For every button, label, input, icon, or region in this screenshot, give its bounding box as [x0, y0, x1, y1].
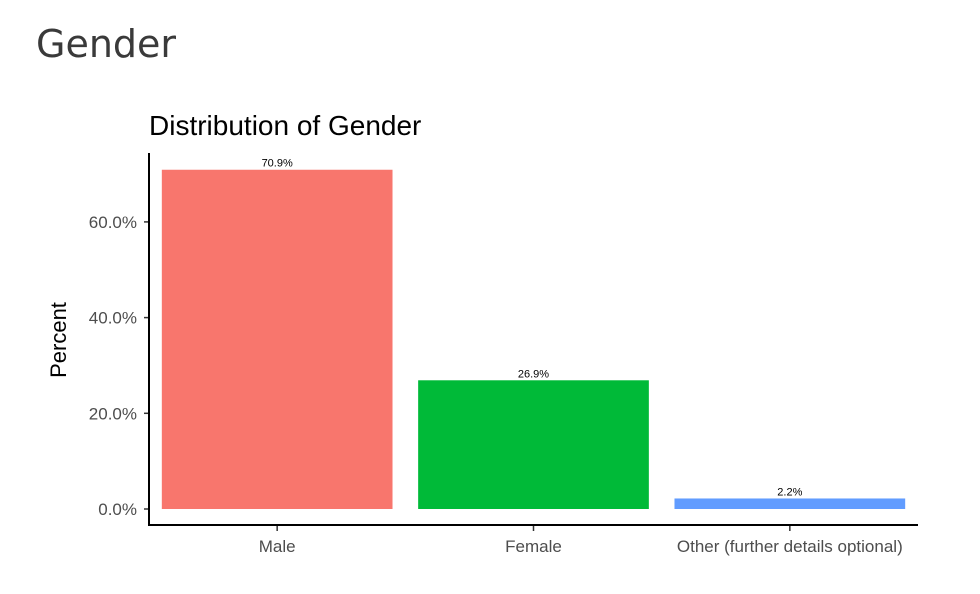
x-tick-label: Other (further details optional)	[677, 537, 903, 556]
bar-female	[418, 380, 649, 509]
y-axis-title: Percent	[46, 302, 71, 378]
data-label: 70.9%	[262, 158, 293, 170]
y-tick-label: 20.0%	[89, 404, 137, 423]
y-tick-label: 60.0%	[89, 213, 137, 232]
page-title: Gender	[36, 22, 177, 66]
x-tick-label: Male	[259, 537, 296, 556]
data-label: 2.2%	[777, 486, 802, 498]
chart-title: Distribution of Gender	[149, 110, 421, 141]
data-label: 26.9%	[518, 368, 549, 380]
bar-male	[161, 169, 393, 509]
y-tick-label: 0.0%	[98, 500, 137, 519]
bar-other	[674, 498, 906, 509]
y-tick-label: 40.0%	[89, 309, 137, 328]
x-tick-label: Female	[505, 537, 562, 556]
